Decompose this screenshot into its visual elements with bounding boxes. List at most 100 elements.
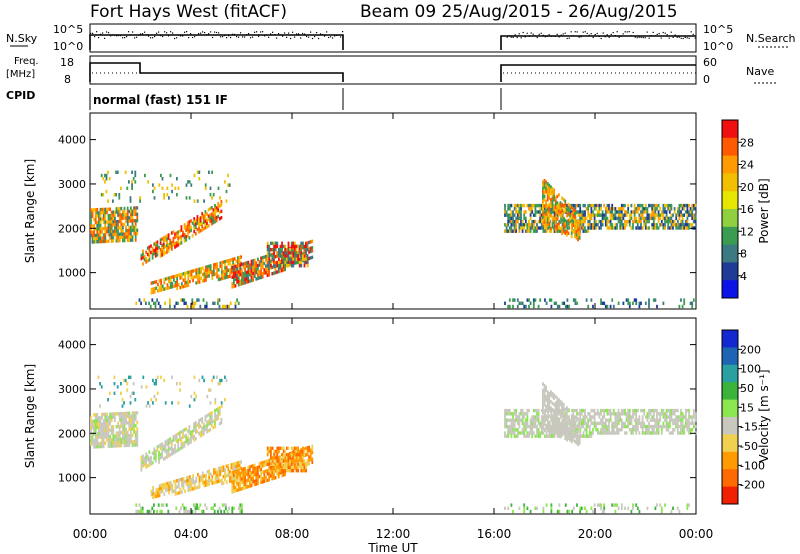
colorbar-swatch — [722, 434, 738, 453]
power-cell — [154, 244, 157, 248]
velocity-cell — [106, 422, 108, 426]
velocity-cell — [217, 413, 220, 417]
power-cell — [177, 283, 180, 287]
velocity-cell — [616, 412, 618, 416]
nsky-point — [250, 37, 252, 39]
power-cell — [643, 210, 646, 214]
velocity-cell — [545, 431, 548, 435]
power-cell — [279, 264, 282, 268]
velocity-cell — [630, 418, 633, 422]
velocity-cell — [214, 415, 216, 419]
power-cell — [98, 240, 100, 244]
power-cell — [268, 263, 270, 267]
power-cell — [182, 278, 185, 282]
velocity-cell — [104, 425, 107, 429]
power-cell — [683, 207, 686, 211]
velocity-cell — [556, 396, 559, 400]
power-cell — [544, 207, 546, 211]
colorbar-swatch — [722, 173, 738, 192]
velocity-cell — [241, 474, 243, 478]
power-cell — [170, 231, 173, 235]
power-cell — [120, 232, 123, 236]
velocity-cell — [165, 485, 167, 489]
velocity-cell — [90, 435, 92, 440]
velocity-cell — [620, 503, 623, 507]
velocity-cell — [209, 478, 212, 483]
velocity-cell — [126, 388, 129, 392]
power-cell — [281, 259, 283, 263]
velocity-cell — [559, 435, 562, 439]
velocity-cell — [617, 428, 620, 432]
velocity-cell — [258, 465, 261, 469]
velocity-cell — [529, 418, 532, 422]
velocity-cell — [151, 451, 154, 455]
power-cell — [271, 265, 274, 269]
power-cell — [686, 213, 689, 217]
power-cell — [627, 301, 630, 305]
velocity-cell — [508, 428, 511, 432]
velocity-cell — [564, 417, 567, 421]
velocity-cell — [543, 409, 546, 413]
velocity-cell — [117, 437, 119, 442]
power-cell — [216, 265, 218, 269]
power-cell — [308, 250, 310, 254]
power-cell — [98, 214, 100, 218]
power-ytick-label: 3000 — [58, 178, 86, 191]
power-cell — [553, 188, 555, 192]
power-cell — [161, 250, 164, 254]
power-cell — [129, 199, 132, 203]
power-cell — [120, 226, 123, 230]
power-cell — [548, 196, 551, 200]
velocity-cell — [675, 415, 678, 419]
power-cell — [183, 298, 186, 302]
velocity-cell — [125, 430, 127, 435]
velocity-cell — [633, 408, 636, 413]
velocity-cell — [190, 433, 192, 438]
power-cell — [227, 275, 230, 279]
velocity-cell — [115, 441, 118, 445]
velocity-cell — [505, 424, 508, 429]
velocity-cell — [287, 446, 290, 450]
power-cell — [532, 229, 535, 233]
velocity-cell — [209, 388, 212, 392]
velocity-cell — [169, 487, 172, 491]
velocity-cell — [598, 431, 601, 435]
velocity-cell — [190, 478, 193, 482]
power-cell — [133, 228, 135, 233]
power-cell — [212, 208, 215, 212]
velocity-cell — [153, 457, 156, 461]
velocity-cell — [239, 478, 242, 482]
velocity-cell — [577, 430, 579, 434]
velocity-cell — [627, 408, 630, 413]
velocity-cell — [90, 426, 92, 430]
power-cell — [625, 298, 628, 302]
velocity-cell — [614, 424, 617, 429]
velocity-cell — [209, 415, 212, 419]
nsky-point — [292, 31, 294, 33]
power-cell — [294, 244, 296, 249]
velocity-cell — [118, 440, 121, 445]
power-cell — [172, 243, 175, 247]
power-cell — [520, 203, 522, 208]
velocity-cell — [516, 418, 519, 422]
nsky-point — [256, 31, 258, 33]
velocity-cell — [555, 428, 558, 432]
velocity-cell — [177, 432, 180, 436]
power-cell — [169, 245, 172, 249]
power-cell — [163, 193, 165, 197]
power-cell — [670, 226, 673, 230]
velocity-cell — [536, 506, 538, 510]
nsky-point — [518, 33, 520, 35]
power-cell — [576, 301, 578, 305]
velocity-cell — [293, 450, 296, 454]
power-cell — [619, 216, 622, 221]
velocity-cell — [268, 462, 271, 466]
power-cell — [287, 260, 290, 265]
power-cell — [569, 210, 572, 214]
velocity-cell — [668, 431, 671, 435]
velocity-cell — [649, 408, 652, 413]
velocity-cell — [577, 439, 579, 444]
power-cell — [96, 220, 99, 225]
power-cell — [164, 235, 167, 239]
velocity-cell — [257, 465, 259, 470]
